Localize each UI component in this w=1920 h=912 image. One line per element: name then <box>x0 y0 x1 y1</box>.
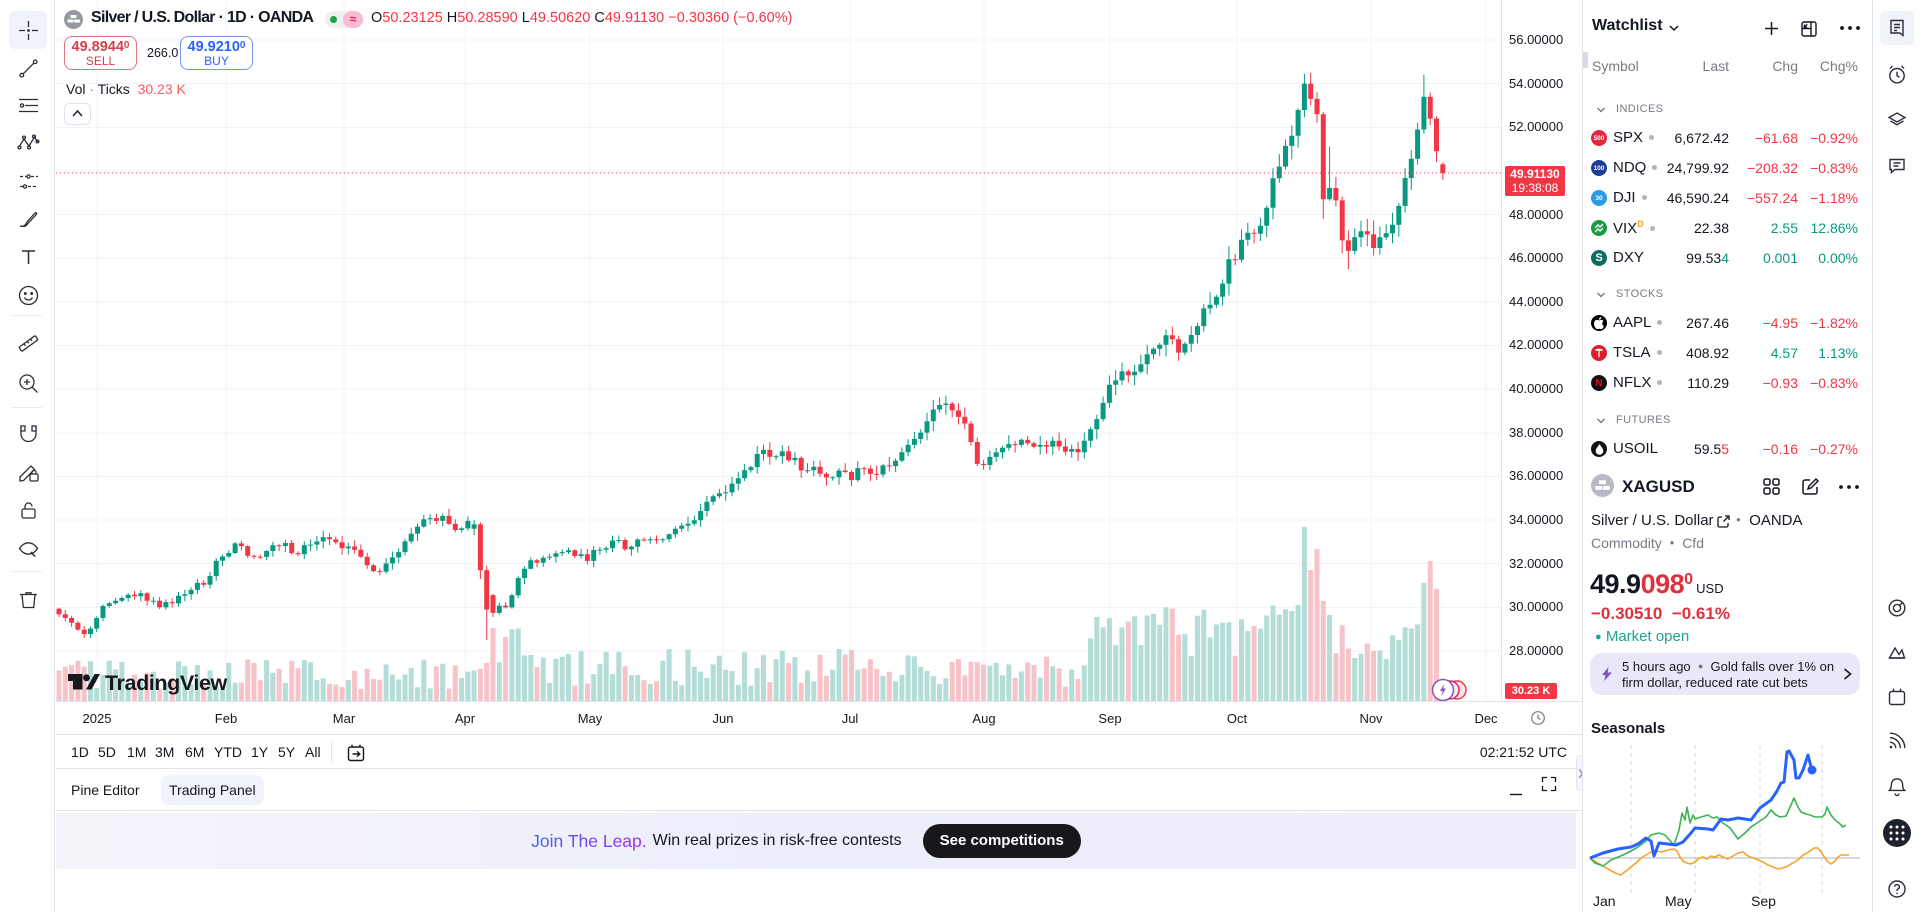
svg-text:TradingView: TradingView <box>105 671 228 695</box>
